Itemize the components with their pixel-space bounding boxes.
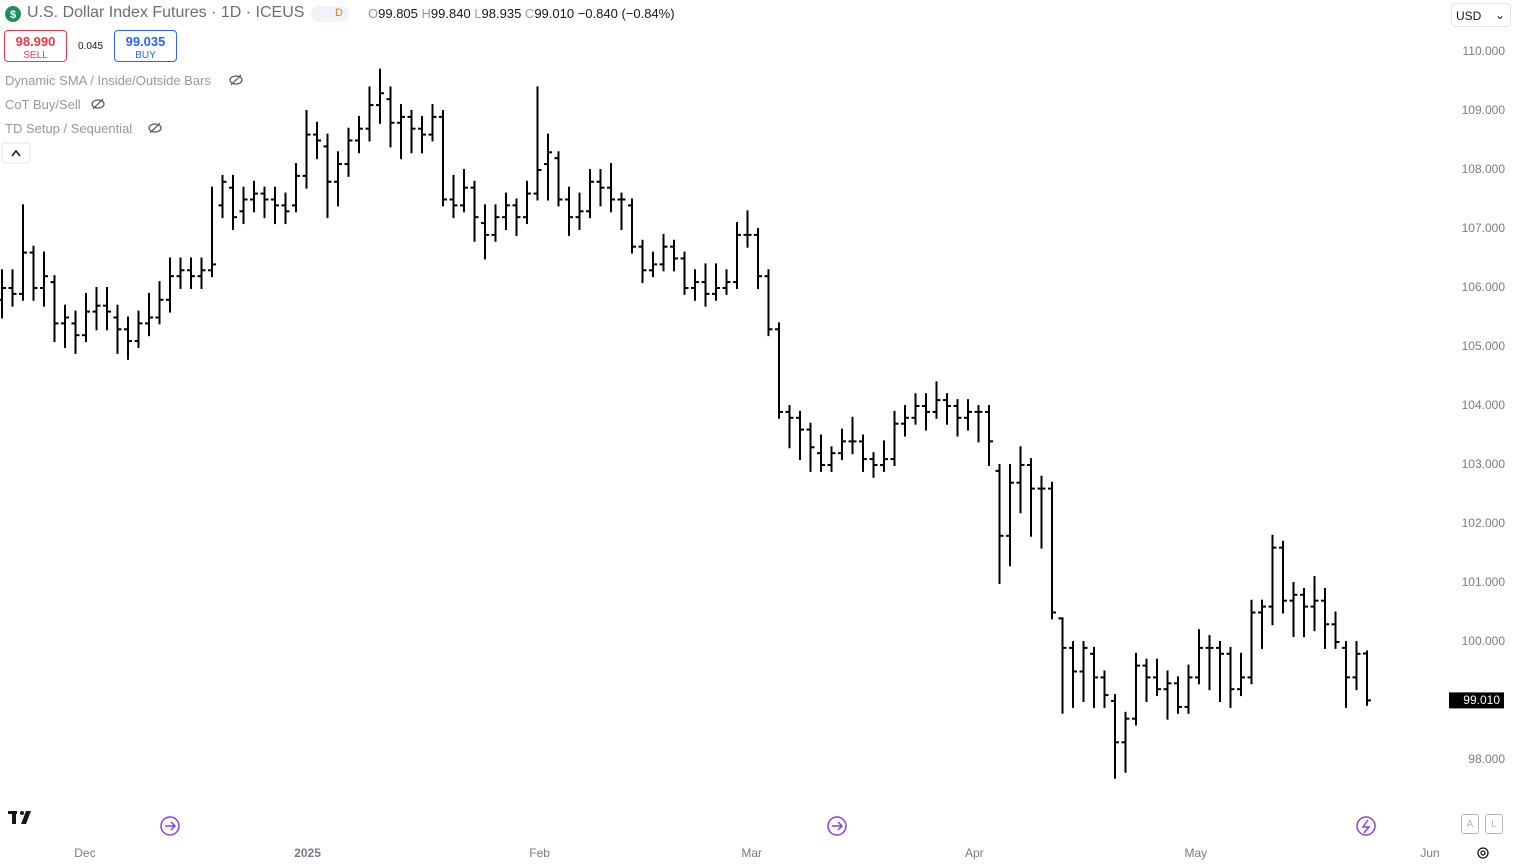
last-price-label: 99.010 [1463, 693, 1500, 707]
change: −0.840 (−0.84%) [577, 6, 675, 21]
settings-icon[interactable] [1477, 847, 1489, 859]
ohlc-key: O [368, 6, 379, 21]
indicator[interactable]: CoT Buy/Sell [5, 97, 81, 112]
ohlc-bars [0, 68, 1371, 779]
symbol-icon-glyph: $ [10, 9, 16, 21]
currency: USD [1456, 9, 1482, 23]
y-tick-label: 100.000 [1462, 634, 1506, 648]
x-tick-label: Jun [1420, 846, 1439, 860]
y-tick-label: 107.000 [1462, 221, 1506, 235]
buy-price: 99.035 [125, 34, 166, 49]
sell-price: 98.990 [15, 34, 56, 49]
ohlc-value: 99.840 [430, 6, 471, 21]
scale-button[interactable]: L [1485, 814, 1503, 834]
x-tick-label: May [1185, 846, 1208, 860]
badge: D [311, 6, 349, 22]
y-tick-label: 109.000 [1462, 103, 1506, 117]
indicator[interactable]: Dynamic SMA / Inside/Outside Bars [5, 73, 211, 88]
x-tick-label: Apr [965, 846, 984, 860]
sell-label: SELL [23, 50, 48, 61]
dropdown-caret: ⌄ [1494, 8, 1505, 22]
symbol-icon [5, 6, 21, 22]
badge-text: D [335, 7, 343, 19]
collapse-button[interactable] [1, 142, 31, 164]
y-tick-label: 108.000 [1462, 162, 1506, 176]
y-tick-label: 102.000 [1462, 516, 1506, 530]
x-tick-label: Mar [741, 846, 762, 860]
eye-icons [91, 74, 243, 134]
ohlc-key: C [524, 6, 535, 21]
y-tick-label: 106.000 [1462, 280, 1506, 294]
y-tick-label: 104.000 [1462, 398, 1506, 412]
y-tick-label: 98.000 [1468, 752, 1505, 766]
ohlc-legend: O99.805 H99.840 L98.935 C99.010 −0.840 (… [368, 6, 675, 21]
y-tick-label: 105.000 [1462, 339, 1506, 353]
y-tick-label: 101.000 [1462, 575, 1506, 589]
ohlc-value: 98.935 [481, 6, 522, 21]
ohlc-value: 99.805 [378, 6, 418, 21]
x-tick-label: 2025 [294, 846, 321, 860]
spread: 0.045 [78, 41, 104, 52]
x-tick-label: Dec [74, 846, 95, 860]
y-tick-label: 110.000 [1463, 44, 1506, 58]
ohlc-key: L [474, 6, 482, 21]
collapse-icon [11, 149, 21, 157]
ohlc-value: 99.010 [534, 6, 575, 21]
buy-label: BUY [135, 50, 156, 61]
buy-button[interactable]: 99.035 BUY [114, 30, 177, 62]
indicator[interactable]: TD Setup / Sequential [5, 121, 133, 136]
symbol-title: U.S. Dollar Index Futures · 1D · ICEUS [27, 4, 305, 21]
x-tick-label: Feb [529, 846, 550, 860]
y-tick-label: 103.000 [1462, 457, 1506, 471]
sell-button[interactable]: 98.990 SELL [4, 30, 67, 62]
currency-select[interactable]: USD ⌄ [1451, 3, 1511, 27]
event-icons[interactable] [160, 816, 1376, 836]
tv-logo [8, 811, 31, 824]
ohlc-key: H [421, 6, 431, 21]
last-price-box [1449, 692, 1504, 709]
scale-button[interactable]: A [1461, 814, 1479, 834]
